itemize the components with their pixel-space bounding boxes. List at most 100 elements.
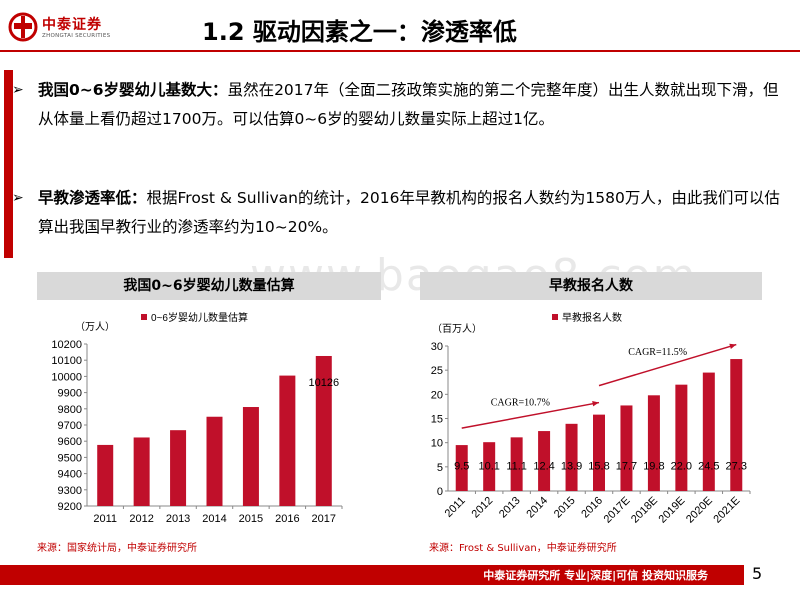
y-tick-label: 9200 bbox=[58, 501, 82, 513]
logo-text-cn: 中泰证券 bbox=[42, 17, 102, 33]
chart-title: 早教报名人数 bbox=[420, 272, 762, 300]
data-label: 27.3 bbox=[726, 460, 747, 472]
bar bbox=[455, 445, 468, 491]
unit-label: （百万人） bbox=[432, 323, 482, 335]
bar bbox=[675, 384, 688, 491]
y-tick-label: 25 bbox=[431, 365, 443, 377]
bullet-key: 早教渗透率低： bbox=[38, 189, 147, 207]
x-tick-label: 2019E bbox=[657, 495, 688, 526]
slide-footer: 中泰证券研究所 专业|深度|可信 投资知识服务 5 bbox=[0, 562, 800, 600]
y-tick-label: 9900 bbox=[58, 388, 82, 400]
chart-panel-enrollment: 早教报名人数 （百万人） 早教报名人数 0 5 10 15 20 25 30 2011 9.5 201… bbox=[420, 272, 762, 534]
chart-title: 我国0~6岁婴幼儿数量估算 bbox=[37, 272, 381, 300]
company-logo: 中泰证券 ZHONGTAI SECURITIES bbox=[8, 8, 138, 48]
x-tick-label: 2015 bbox=[239, 513, 263, 525]
bar bbox=[483, 442, 496, 491]
x-tick-label: 2018E bbox=[629, 495, 660, 526]
data-label: 15.8 bbox=[588, 460, 609, 472]
bar bbox=[170, 430, 187, 506]
data-label: 9.5 bbox=[454, 460, 469, 472]
accent-bar bbox=[4, 70, 13, 258]
source-note: 来源：国家统计局，中泰证券研究所 bbox=[37, 543, 197, 554]
bullet-section: ➢ 我国0~6岁婴幼儿基数大：虽然在2017年（全面二孩政策实施的第二个完整年度… bbox=[0, 70, 800, 262]
y-tick-label: 10100 bbox=[51, 355, 82, 367]
infant-count-chart: （万人） 0~6岁婴幼儿数量估算 9200 9300 9400 9500 9600 9700 9… bbox=[51, 311, 343, 525]
data-label: 19.8 bbox=[643, 460, 664, 472]
data-label: 24.5 bbox=[698, 460, 719, 472]
x-tick-label: 2013 bbox=[166, 513, 190, 525]
legend-label: 0~6岁婴幼儿数量估算 bbox=[151, 311, 248, 324]
x-tick-label: 2015 bbox=[552, 495, 578, 521]
bar bbox=[730, 359, 743, 491]
bullet-text: 虽然在2017年（全面二孩政策实施的第二个完整年度）出生人数就出现下滑，但从体量… bbox=[38, 81, 779, 128]
legend-swatch bbox=[552, 314, 558, 320]
trend-arrow-line bbox=[461, 401, 600, 429]
x-tick-label: 2014 bbox=[524, 495, 550, 521]
bullet-item: ➢ 我国0~6岁婴幼儿基数大：虽然在2017年（全面二孩政策实施的第二个完整年度… bbox=[12, 76, 783, 134]
x-tick-label: 2021E bbox=[711, 495, 742, 526]
trend-arrow-head bbox=[592, 401, 599, 407]
cagr-annotation: CAGR=10.7% bbox=[491, 397, 550, 408]
y-tick-label: 9500 bbox=[58, 452, 82, 464]
x-tick-label: 2017E bbox=[602, 495, 633, 526]
trend-arrow-head bbox=[729, 343, 737, 350]
title-divider bbox=[0, 50, 800, 52]
data-label: 22.0 bbox=[671, 460, 692, 472]
y-tick-label: 5 bbox=[437, 462, 443, 474]
y-tick-label: 9800 bbox=[58, 404, 82, 416]
data-label: 10.1 bbox=[478, 460, 499, 472]
unit-label: （万人） bbox=[75, 321, 115, 333]
data-label: 12.4 bbox=[533, 460, 554, 472]
legend-swatch bbox=[141, 314, 147, 320]
data-label: 11.1 bbox=[506, 460, 527, 472]
bar bbox=[279, 375, 296, 506]
bullet-arrow-icon: ➢ bbox=[12, 190, 24, 206]
y-tick-label: 9700 bbox=[58, 420, 82, 432]
enrollment-chart: （百万人） 早教报名人数 0 5 10 15 20 25 30 2011 9.5 2012 10.1 20… bbox=[431, 311, 751, 526]
bar bbox=[538, 431, 551, 491]
logo-mark-icon bbox=[8, 12, 38, 42]
bar bbox=[510, 437, 523, 491]
data-label: 10126 bbox=[308, 377, 339, 389]
y-tick-label: 30 bbox=[431, 341, 443, 353]
bar bbox=[647, 395, 660, 491]
x-tick-label: 2011 bbox=[443, 495, 468, 520]
bar bbox=[565, 423, 578, 491]
page-number: 5 bbox=[752, 564, 763, 583]
x-tick-label: 2012 bbox=[470, 495, 496, 521]
data-label: 13.9 bbox=[561, 460, 582, 472]
y-tick-label: 9400 bbox=[58, 469, 82, 481]
chart-panel-infants: 我国0~6岁婴幼儿数量估算 （万人） 0~6岁婴幼儿数量估算 9200 9300 940… bbox=[37, 272, 381, 534]
bar bbox=[620, 405, 633, 491]
y-tick-label: 10200 bbox=[51, 339, 82, 351]
bar bbox=[702, 372, 715, 491]
bar bbox=[206, 416, 223, 506]
bar bbox=[242, 407, 259, 506]
bar bbox=[315, 355, 332, 506]
y-tick-label: 0 bbox=[437, 486, 443, 498]
cagr-annotation: CAGR=11.5% bbox=[628, 347, 687, 358]
bullet-text: 根据Frost & Sullivan的统计，2016年早教机构的报名人数约为15… bbox=[38, 189, 780, 236]
bullet-arrow-icon: ➢ bbox=[12, 82, 24, 98]
y-tick-label: 9600 bbox=[58, 436, 82, 448]
logo-text-en: ZHONGTAI SECURITIES bbox=[42, 33, 111, 39]
bullet-item: ➢ 早教渗透率低：根据Frost & Sullivan的统计，2016年早教机构… bbox=[12, 184, 783, 242]
page-title: 1.2 驱动因素之一：渗透率低 bbox=[202, 18, 517, 46]
footer-text: 中泰证券研究所 专业|深度|可信 投资知识服务 bbox=[483, 569, 708, 582]
y-tick-label: 9300 bbox=[58, 485, 82, 497]
x-tick-label: 2017 bbox=[312, 513, 336, 525]
footer-bar bbox=[0, 565, 744, 585]
bullet-key: 我国0~6岁婴幼儿基数大： bbox=[38, 81, 228, 99]
slide-header: 中泰证券 ZHONGTAI SECURITIES 1.2 驱动因素之一：渗透率低 bbox=[0, 0, 800, 62]
x-tick-label: 2011 bbox=[93, 513, 117, 525]
y-tick-label: 15 bbox=[431, 414, 443, 426]
x-tick-label: 2016 bbox=[275, 513, 299, 525]
y-tick-label: 20 bbox=[431, 389, 443, 401]
bar bbox=[593, 414, 605, 491]
y-tick-label: 10 bbox=[431, 438, 443, 450]
y-tick-label: 10000 bbox=[51, 371, 82, 383]
legend-label: 早教报名人数 bbox=[562, 311, 622, 324]
x-tick-label: 2020E bbox=[684, 495, 715, 526]
x-tick-label: 2012 bbox=[129, 513, 153, 525]
data-label: 17.7 bbox=[616, 460, 637, 472]
